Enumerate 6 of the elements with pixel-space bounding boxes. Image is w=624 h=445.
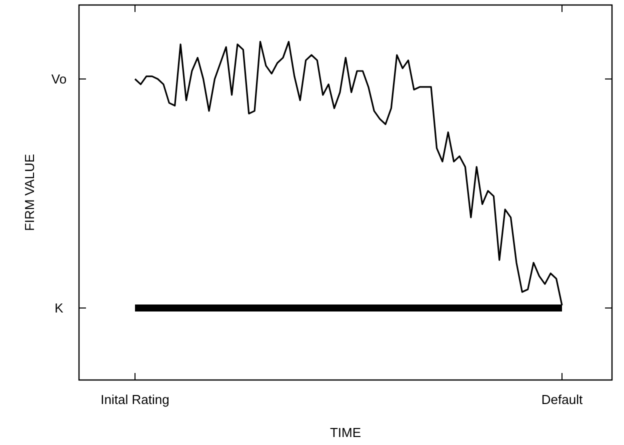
x-tick-label: Default [541,392,583,407]
y-axis-title: FIRM VALUE [22,154,37,232]
x-tick-label: Inital Rating [100,392,170,407]
text: Vo [51,72,67,87]
x-axis-title: TIME [330,425,362,440]
ref-line-label: K [54,300,64,316]
